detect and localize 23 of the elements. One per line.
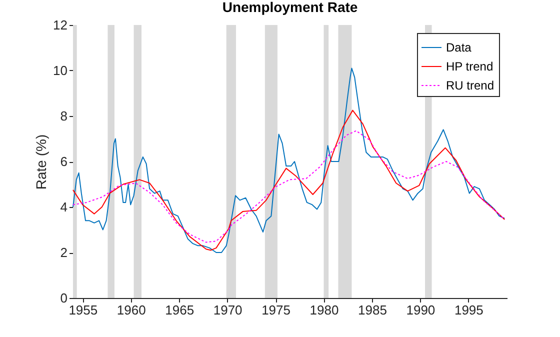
y-tick-label: 10 bbox=[53, 63, 68, 78]
legend-label: HP trend bbox=[446, 60, 494, 74]
y-tick-label: 12 bbox=[53, 18, 68, 32]
x-tick-label: 1980 bbox=[310, 302, 339, 318]
legend-label: Data bbox=[446, 40, 472, 54]
x-tick-label: 1985 bbox=[358, 302, 387, 318]
x-tick-label: 1975 bbox=[262, 302, 290, 318]
line-series bbox=[72, 110, 506, 251]
x-tick-label: 1970 bbox=[213, 302, 242, 318]
x-tick-label: 1995 bbox=[454, 302, 484, 318]
y-tick-label: 0 bbox=[60, 290, 68, 306]
chart-title: Unemployment Rate bbox=[222, 0, 358, 15]
y-tick-label: 6 bbox=[60, 154, 68, 169]
x-tick-label: 1990 bbox=[406, 302, 436, 318]
x-tick-label: 1965 bbox=[165, 302, 194, 318]
x-tick-label: 1960 bbox=[116, 302, 146, 318]
line-series bbox=[72, 130, 506, 243]
legend-label: RU trend bbox=[446, 78, 494, 92]
y-tick-label: 4 bbox=[60, 200, 68, 214]
y-axis-title: Rate (%) bbox=[33, 134, 50, 190]
y-tick-label: 8 bbox=[60, 108, 68, 124]
y-tick-label: 2 bbox=[60, 245, 68, 260]
x-tick-label: 1955 bbox=[68, 302, 98, 318]
